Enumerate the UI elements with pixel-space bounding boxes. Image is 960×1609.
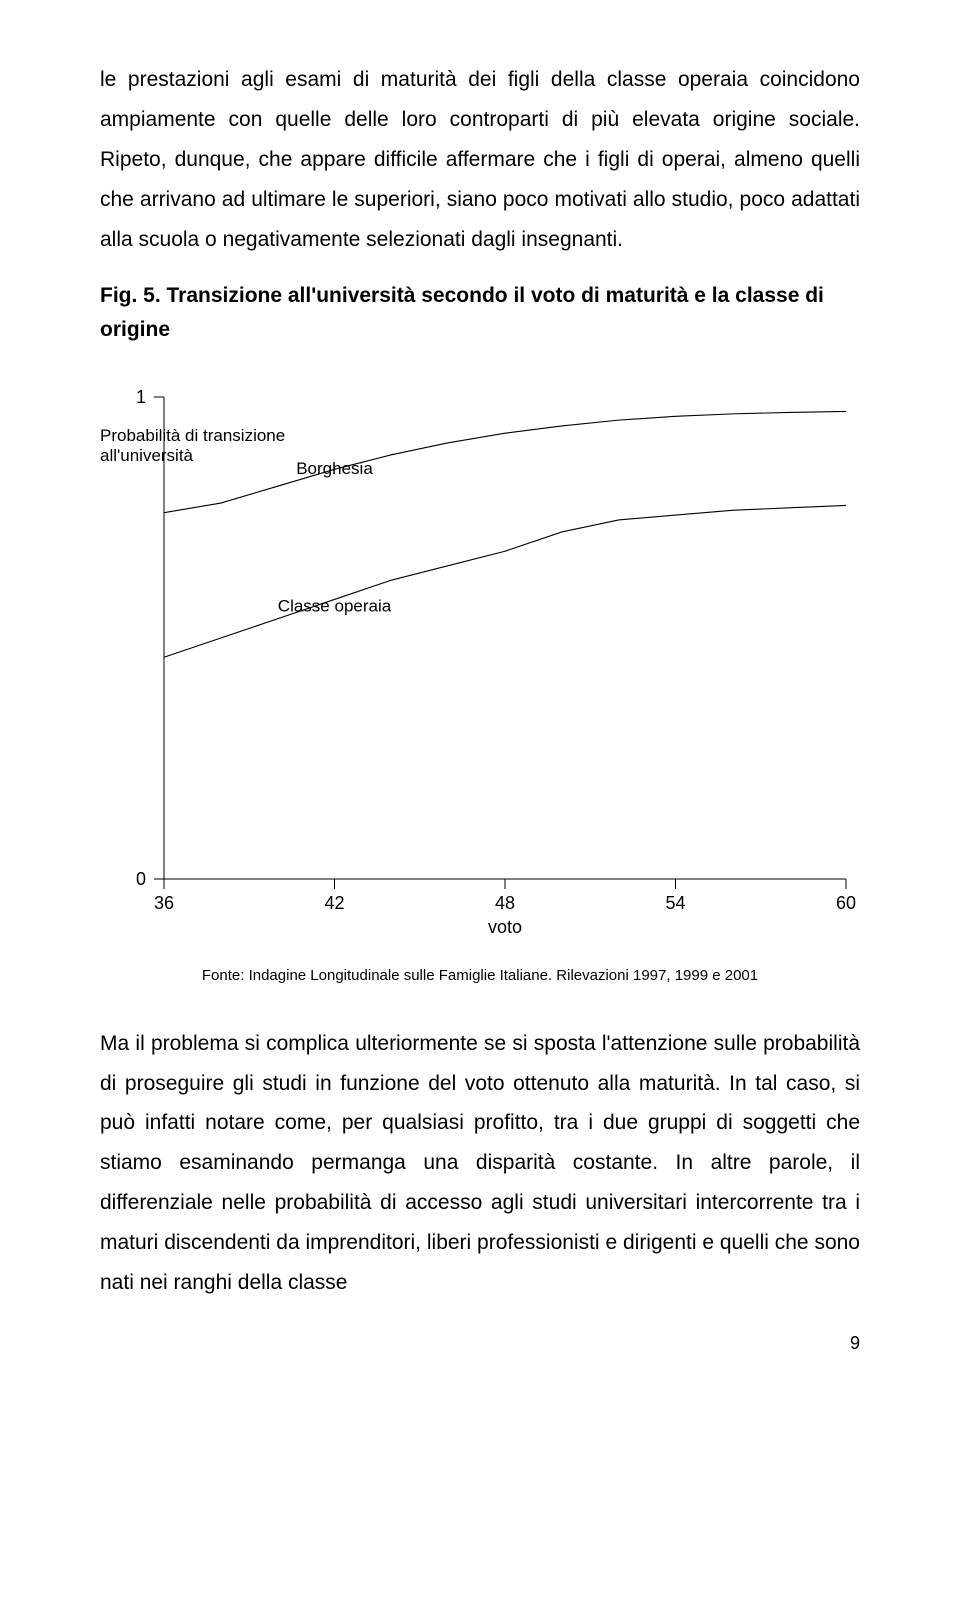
svg-text:Borghesia: Borghesia bbox=[296, 459, 373, 478]
svg-text:all'università: all'università bbox=[100, 446, 194, 465]
svg-text:Probabilità di transizione: Probabilità di transizione bbox=[100, 426, 285, 445]
paragraph-1: le prestazioni agli esami di maturità de… bbox=[100, 60, 860, 259]
line-chart: 0 1 36 42 48 54 60 voto Probabilità di transizio… bbox=[100, 377, 860, 937]
svg-text:54: 54 bbox=[665, 893, 685, 913]
svg-text:48: 48 bbox=[495, 893, 515, 913]
svg-text:1: 1 bbox=[136, 387, 146, 407]
svg-text:42: 42 bbox=[324, 893, 344, 913]
page-number: 9 bbox=[100, 1333, 860, 1354]
svg-text:Classe operaia: Classe operaia bbox=[278, 596, 392, 615]
svg-text:60: 60 bbox=[836, 893, 856, 913]
figure-title: Fig. 5. Transizione all'università secon… bbox=[100, 279, 860, 346]
svg-text:0: 0 bbox=[136, 869, 146, 889]
chart-container: 0 1 36 42 48 54 60 voto Probabilità di transizio… bbox=[100, 377, 860, 937]
svg-text:36: 36 bbox=[154, 893, 174, 913]
svg-text:voto: voto bbox=[488, 917, 522, 937]
paragraph-2: Ma il problema si complica ulteriormente… bbox=[100, 1024, 860, 1303]
chart-caption: Fonte: Indagine Longitudinale sulle Fami… bbox=[100, 967, 860, 984]
